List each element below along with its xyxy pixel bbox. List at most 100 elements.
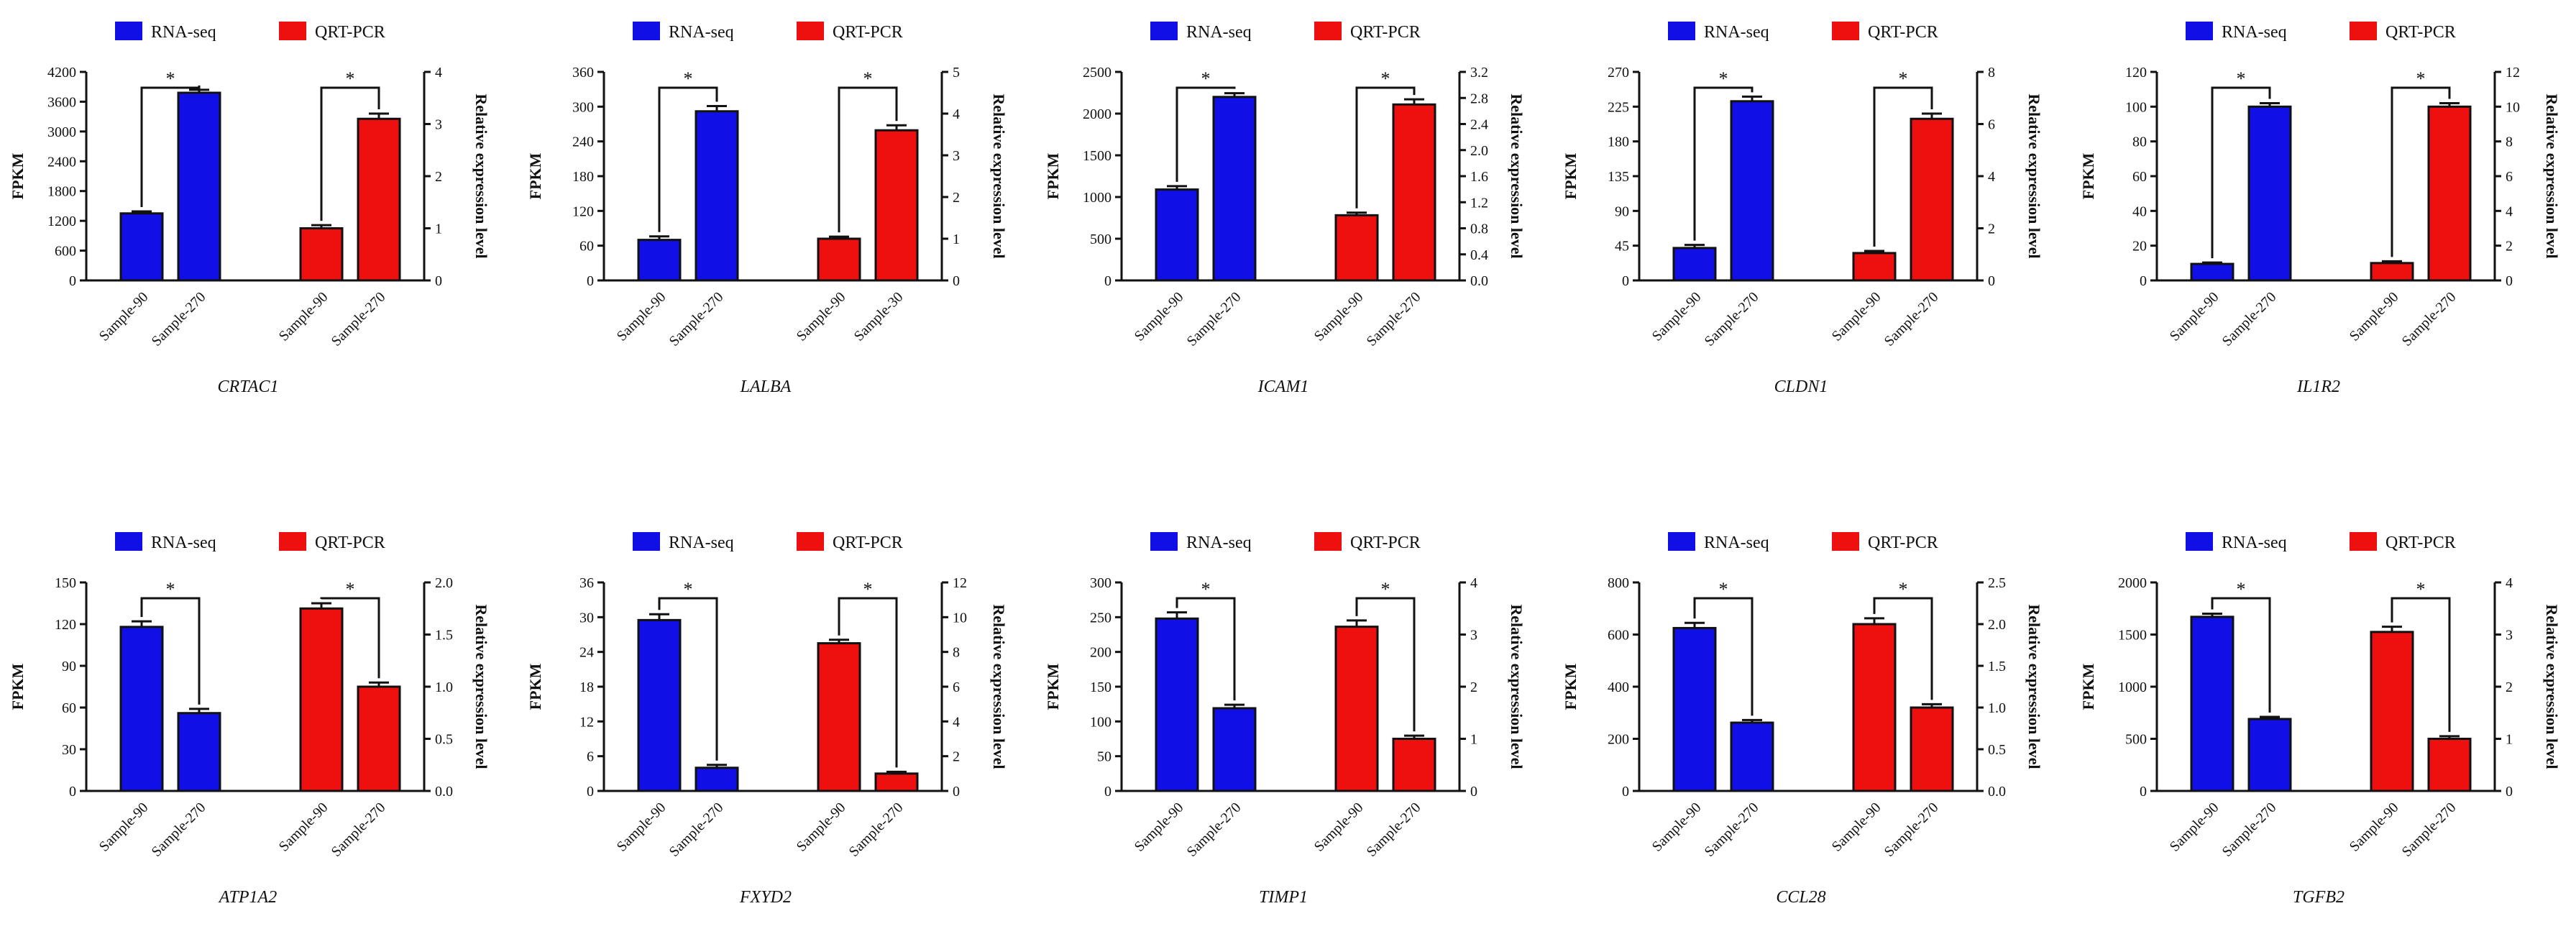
right-tick-label: 4	[435, 65, 442, 81]
right-tick-label: 2.4	[1470, 117, 1488, 133]
left-tick-label: 0	[587, 273, 594, 289]
bar-qrtpcr-sample-90	[817, 237, 861, 282]
x-tick-label: Sample-90	[2167, 800, 2222, 855]
error-bar	[886, 124, 907, 131]
left-tick-label: 400	[1608, 679, 1629, 695]
right-axis-title: Relative expression level	[2025, 93, 2043, 258]
right-tick-label: 6	[1988, 117, 1995, 133]
left-tick-label: 80	[2132, 134, 2147, 150]
legend-swatch-rna-seq	[1150, 22, 1178, 40]
significance-bracket	[1355, 597, 1416, 732]
significance-bracket	[1693, 597, 1754, 716]
x-tick-label: Sample-90	[1649, 800, 1705, 855]
error-bar	[1347, 211, 1367, 216]
right-tick-label: 1.5	[1988, 659, 2006, 674]
right-tick-label: 0.0	[435, 784, 453, 800]
right-tick-label: 6	[2506, 169, 2513, 185]
legend-label-qrt-pcr: QRT-PCR	[1868, 23, 1938, 42]
significance-marker: *	[1381, 68, 1390, 89]
x-tick-label: Sample-90	[614, 289, 669, 344]
bar-qrtpcr-sample-90	[1852, 252, 1897, 282]
error-bar	[2382, 626, 2402, 632]
left-tick-label: 180	[1608, 134, 1629, 150]
legend-swatch-qrt-pcr	[797, 22, 824, 40]
x-tick-label: Sample-30	[851, 289, 907, 344]
legend-label-rna-seq: RNA-seq	[1186, 534, 1252, 552]
bar-rnaseq-sample-90	[1672, 247, 1717, 282]
error-bar	[829, 235, 849, 239]
bar-rnaseq-sample-270	[177, 712, 221, 792]
left-tick-label: 360	[572, 65, 594, 81]
bar-qrtpcr-sample-90	[1334, 626, 1379, 792]
chart-panel-ccl28: RNA-seq QRT-PCR 0 200 400 600 800 0.0 0.5 1.0 1.5 2…	[1562, 532, 2043, 907]
left-tick-label: 40	[2132, 203, 2147, 219]
error-bar	[1864, 250, 1884, 253]
gene-title: CLDN1	[1774, 377, 1828, 396]
right-tick-label: 0	[953, 273, 960, 289]
significance-marker: *	[2237, 68, 2246, 89]
error-bar	[1922, 703, 1942, 708]
left-axis-title: FPKM	[2079, 663, 2097, 710]
significance-bracket	[1355, 86, 1416, 209]
left-tick-label: 150	[1090, 679, 1111, 695]
error-bar	[2382, 260, 2402, 263]
right-axis-title: Relative expression level	[1508, 604, 1526, 769]
bar-qrtpcr-sample-90	[299, 227, 344, 282]
right-tick-label: 6	[953, 679, 960, 695]
error-bar	[707, 764, 727, 768]
left-axis-title: FPKM	[1044, 152, 1062, 199]
right-tick-label: 0.4	[1470, 247, 1488, 263]
x-tick-label: Sample-270	[1184, 800, 1245, 860]
right-tick-label: 10	[953, 610, 967, 626]
right-tick-label: 4	[2506, 203, 2513, 219]
right-tick-label: 1	[1470, 732, 1477, 748]
right-tick-label: 4	[1470, 575, 1477, 591]
left-axis-title: FPKM	[9, 152, 27, 199]
x-tick-label: Sample-90	[1311, 800, 1367, 855]
left-tick-label: 4200	[47, 65, 76, 81]
right-tick-label: 2	[2506, 679, 2513, 695]
right-tick-label: 4	[2506, 575, 2513, 591]
legend: RNA-seq QRT-PCR	[1150, 22, 1421, 42]
legend-swatch-rna-seq	[633, 532, 660, 551]
gene-title: FXYD2	[739, 888, 792, 907]
x-tick-label: Sample-270	[1881, 800, 1942, 860]
left-tick-label: 150	[55, 575, 76, 591]
error-bar	[1864, 617, 1884, 624]
x-tick-label: Sample-270	[149, 289, 209, 349]
left-tick-label: 0	[2140, 273, 2147, 289]
left-tick-label: 250	[1090, 610, 1111, 626]
bar-rnaseq-sample-90	[637, 239, 682, 282]
significance-marker: *	[166, 579, 175, 600]
right-tick-label: 12	[953, 575, 967, 591]
significance-bracket	[838, 86, 898, 233]
x-tick-label: Sample-90	[1829, 800, 1884, 855]
bar-qrtpcr-sample-270	[2427, 738, 2472, 792]
error-bar	[189, 708, 209, 713]
legend-label-qrt-pcr: QRT-PCR	[1868, 534, 1938, 552]
right-tick-label: 1.0	[435, 679, 453, 695]
left-tick-label: 600	[1608, 628, 1629, 644]
legend-label-rna-seq: RNA-seq	[151, 23, 216, 42]
left-axis-title: FPKM	[526, 663, 544, 710]
right-axis-title: Relative expression level	[2025, 604, 2043, 769]
right-tick-label: 8	[953, 645, 960, 661]
x-tick-label: Sample-270	[1881, 289, 1942, 349]
legend-swatch-rna-seq	[2186, 532, 2213, 551]
legend-label-rna-seq: RNA-seq	[669, 534, 734, 552]
left-tick-label: 100	[1090, 714, 1111, 730]
left-axis-title: FPKM	[1044, 663, 1062, 710]
significance-bracket	[838, 597, 898, 768]
bar-qrtpcr-sample-90	[817, 642, 861, 792]
x-tick-label: Sample-90	[614, 800, 669, 855]
right-tick-label: 2.8	[1470, 91, 1488, 106]
legend-label-rna-seq: RNA-seq	[151, 534, 216, 552]
significance-bracket	[2211, 86, 2271, 259]
left-tick-label: 120	[55, 617, 76, 633]
error-bar	[1347, 619, 1367, 627]
error-bar	[1404, 98, 1424, 105]
significance-marker: *	[1899, 579, 1908, 600]
significance-bracket	[2391, 597, 2451, 732]
significance-bracket	[320, 86, 380, 221]
